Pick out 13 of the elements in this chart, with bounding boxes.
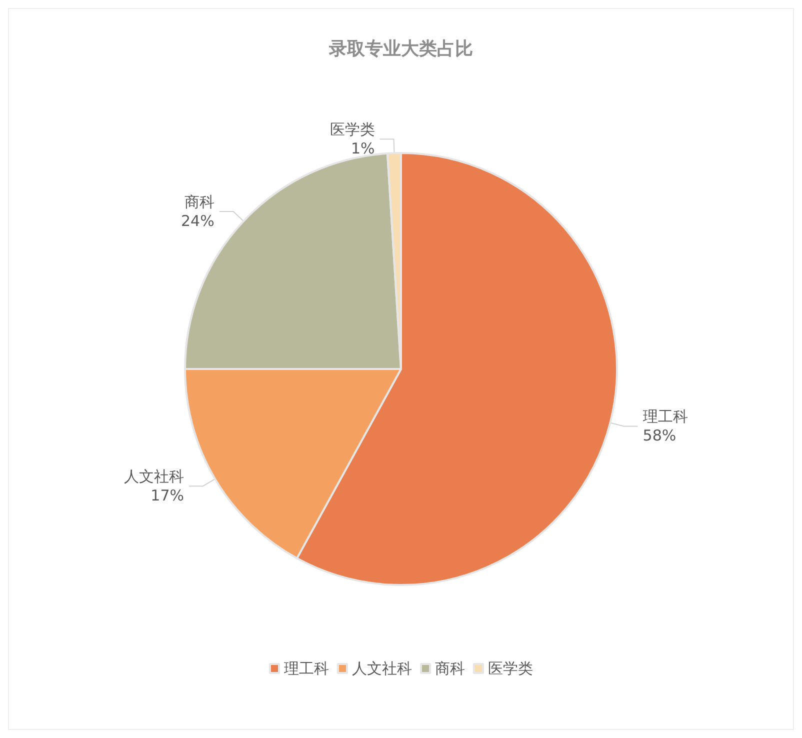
slice-label: 医学类 [330,120,375,139]
data-label: 58% [642,426,676,445]
legend-label: 人文社科 [352,660,412,678]
slice-label: 人文社科 [124,468,184,486]
chart-title: 录取专业大类占比 [328,38,473,60]
data-label: 24% [180,212,214,230]
slice-label: 理工科 [642,408,688,426]
data-label: 1% [350,140,375,158]
data-label: 17% [150,486,184,505]
slice-label: 商科 [184,193,214,212]
legend-label: 商科 [435,660,465,678]
legend-label: 医学类 [488,660,533,678]
legend-label: 理工科 [284,660,329,678]
